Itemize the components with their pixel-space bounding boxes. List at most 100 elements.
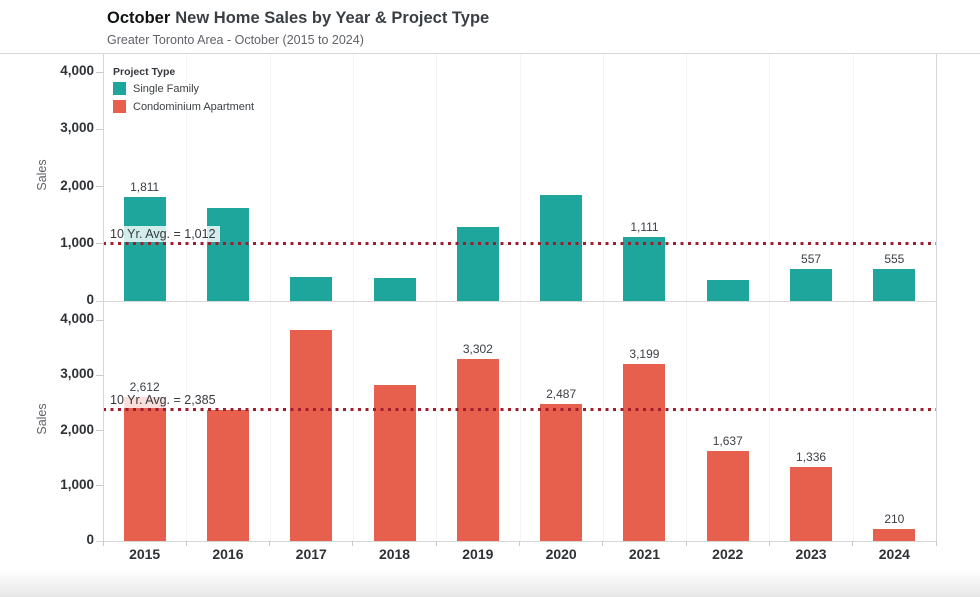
average-reference-label: 10 Yr. Avg. = 2,385 [106,392,220,409]
x-tick [852,541,854,546]
x-axis-label-2021[interactable]: 2021 [628,546,661,562]
bar-2024-condominium-apartment[interactable] [873,529,916,541]
legend-label: Condominium Apartment [133,100,255,113]
plot-left-border [103,53,104,541]
column-separator [436,53,438,541]
x-axis-label-2018[interactable]: 2018 [378,546,411,562]
page-bottom-fade [0,570,980,597]
legend-item-condominium-apartment[interactable]: Condominium Apartment [113,100,254,113]
legend-label: Single Family [133,82,200,95]
bar-value-label: 557 [801,252,822,267]
x-axis-label-2016[interactable]: 2016 [212,546,244,562]
bar-2022-single-family[interactable] [706,280,749,301]
y-tick-label: 3,000 [60,366,94,382]
y-tick-label: 0 [86,292,94,307]
y-tick [96,71,103,73]
column-separator [186,53,188,541]
bar-2015-single-family[interactable] [123,197,166,301]
bar-2022-condominium-apartment[interactable] [706,450,749,541]
y-tick [96,319,103,321]
bar-value-label: 2,612 [129,379,160,394]
y-tick [96,128,103,130]
bar-value-label: 3,199 [629,347,660,362]
x-axis-line [96,541,936,542]
column-separator [852,53,854,541]
y-tick-label: 2,000 [60,177,94,193]
legend-title: Project Type [113,66,176,78]
column-separator [352,53,354,541]
x-tick [102,541,104,546]
single-family-swatch-icon [113,82,126,95]
title-rest: New Home Sales by Year & Project Type [175,9,490,27]
column-separator [602,53,604,541]
bar-2020-single-family[interactable] [540,194,583,301]
average-reference-line [103,241,936,245]
bar-2019-single-family[interactable] [456,227,499,301]
y-tick-label: 3,000 [60,120,94,136]
average-reference-line [103,407,936,411]
page-title: October New Home Sales by Year & Project … [107,9,489,28]
x-tick [269,541,271,546]
plot-right-border [936,53,937,541]
bar-2016-single-family[interactable] [206,207,249,301]
bar-2017-condominium-apartment[interactable] [290,329,333,541]
x-tick [519,541,520,546]
bar-value-label: 1,811 [130,180,160,195]
y-axis-title: Sales [35,403,49,435]
bar-2016-condominium-apartment[interactable] [206,409,249,541]
x-axis-label-2022[interactable]: 2022 [712,546,744,562]
bar-2019-condominium-apartment[interactable] [456,358,499,541]
bar-2024-single-family[interactable] [873,269,916,301]
bar-value-label: 2,487 [546,386,577,401]
y-axis-title: Sales [35,159,49,191]
x-tick [685,541,687,546]
legend: Project Type Single Family Condominium A… [113,66,254,118]
bar-2021-single-family[interactable] [623,237,666,301]
x-tick [352,541,354,546]
y-tick [96,430,103,431]
bar-value-label: 3,302 [462,341,493,356]
x-tick [185,541,187,546]
chart-top-border [0,53,980,54]
bar-2023-condominium-apartment[interactable] [790,467,833,541]
bar-value-label: 555 [884,252,905,267]
y-tick [96,374,103,376]
y-tick-label: 1,000 [60,476,94,492]
bar-value-label: 1,111 [630,220,659,235]
bar-2017-single-family[interactable] [290,276,333,301]
x-axis-label-2015[interactable]: 2015 [129,546,161,562]
bar-value-label: 210 [884,512,905,527]
bar-2018-condominium-apartment[interactable] [373,385,416,541]
x-axis-label-2019[interactable]: 2019 [462,546,494,562]
y-tick-label: 0 [86,532,94,547]
x-tick [768,541,770,546]
column-separator [519,53,521,541]
bar-2020-condominium-apartment[interactable] [540,403,583,541]
bar-2015-condominium-apartment[interactable] [123,396,166,541]
y-tick [96,485,103,487]
title-month: October [107,9,171,27]
column-separator [269,53,271,541]
x-axis-label-2024[interactable]: 2024 [878,546,910,562]
y-tick [96,243,103,245]
y-tick-label: 1,000 [60,234,94,250]
y-tick [96,186,103,187]
panel-divider [96,301,936,302]
bar-2021-condominium-apartment[interactable] [623,364,666,541]
bar-value-label: 1,336 [796,450,827,465]
column-separator [769,53,771,541]
x-axis-label-2023[interactable]: 2023 [795,546,827,562]
x-axis-label-2017[interactable]: 2017 [295,546,327,562]
bar-2023-single-family[interactable] [790,269,833,301]
column-separator [686,53,688,541]
condominium-apartment-swatch-icon [113,100,126,113]
legend-item-single-family[interactable]: Single Family [113,82,254,95]
x-tick [435,541,437,546]
y-tick-label: 4,000 [60,311,94,326]
x-tick [602,541,604,546]
x-axis-label-2020[interactable]: 2020 [545,546,577,562]
y-tick-label: 4,000 [60,63,94,78]
bar-value-label: 1,637 [712,433,743,448]
bar-2018-single-family[interactable] [373,277,416,301]
